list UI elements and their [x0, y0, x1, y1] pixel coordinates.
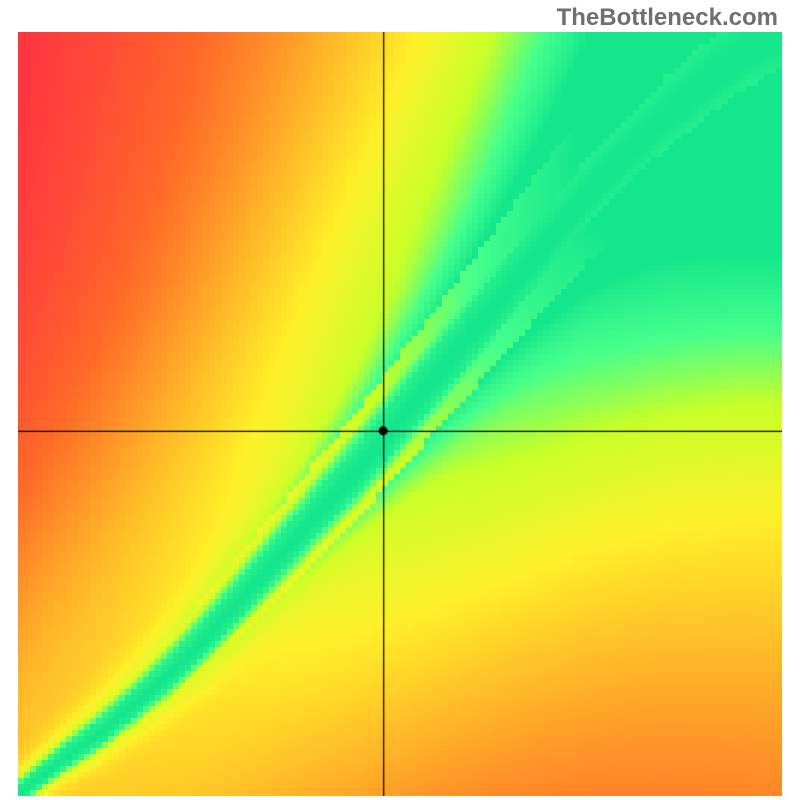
- heatmap-canvas: [18, 32, 782, 796]
- watermark-text: TheBottleneck.com: [557, 4, 778, 32]
- chart-container: TheBottleneck.com: [0, 0, 800, 800]
